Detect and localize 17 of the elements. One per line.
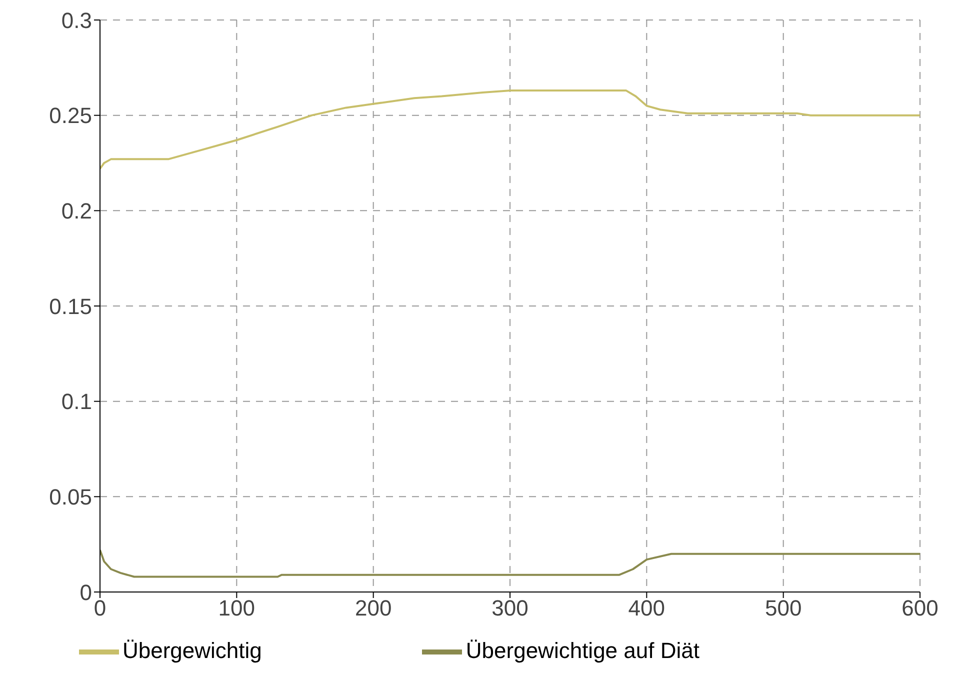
x-tick-label: 500 (764, 596, 802, 621)
x-tick-label: 100 (218, 596, 256, 621)
y-tick-label: 0.25 (49, 103, 92, 128)
legend-label: Übergewichtige auf Diät (466, 638, 700, 663)
y-tick-label: 0.05 (49, 484, 92, 510)
y-tick-label: 0 (80, 580, 92, 605)
x-tick-label: 600 (902, 596, 938, 621)
legend-label: Übergewichtig (122, 638, 262, 663)
x-tick-label: 300 (492, 596, 528, 621)
x-tick-label: 400 (628, 596, 666, 621)
x-tick-label: 200 (354, 596, 392, 621)
y-tick-label: 0.15 (49, 294, 92, 319)
y-tick-label: 0.1 (61, 389, 92, 414)
y-tick-label: 0.3 (61, 8, 92, 33)
line-series (100, 90, 920, 170)
line-series (100, 549, 920, 578)
y-tick-label: 0.2 (61, 198, 92, 224)
